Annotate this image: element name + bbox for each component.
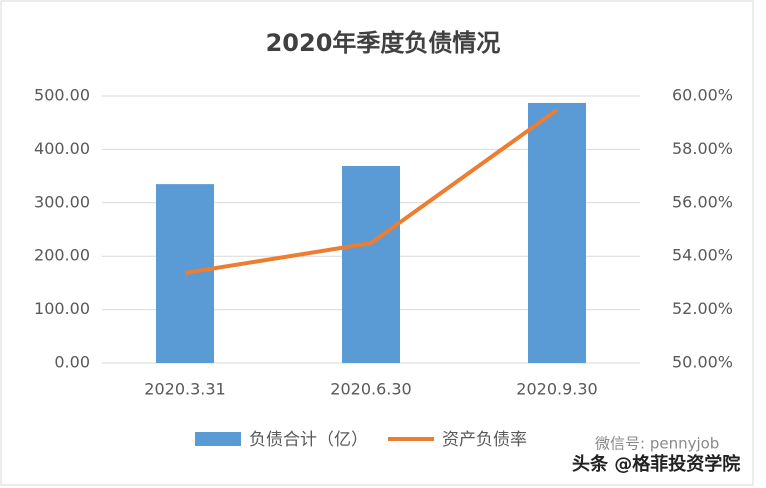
bar bbox=[528, 102, 586, 363]
y2-tick-label: 50.00% bbox=[672, 353, 733, 372]
x-tick-label: 2020.6.30 bbox=[330, 380, 411, 399]
y2-tick-label: 52.00% bbox=[672, 299, 733, 318]
y2-tick-label: 60.00% bbox=[672, 86, 733, 105]
y-tick-label: 100.00 bbox=[34, 299, 90, 318]
y-tick-label: 500.00 bbox=[34, 86, 90, 105]
legend-label: 资产负债率 bbox=[442, 430, 527, 450]
legend-swatch bbox=[195, 432, 241, 446]
y2-tick-label: 56.00% bbox=[672, 192, 733, 211]
bar bbox=[342, 165, 400, 363]
y2-tick-label: 54.00% bbox=[672, 246, 733, 265]
watermark: 头条 @格菲投资学院 bbox=[572, 453, 740, 475]
y-tick-label: 200.00 bbox=[34, 246, 90, 265]
y2-tick-label: 58.00% bbox=[672, 139, 733, 158]
chart-title: 2020年季度负债情况 bbox=[266, 29, 501, 57]
y-tick-label: 300.00 bbox=[34, 192, 90, 211]
watermark: 微信号: pennyjob bbox=[595, 435, 719, 453]
bar bbox=[156, 184, 214, 363]
x-tick-label: 2020.3.31 bbox=[144, 380, 225, 399]
legend-label: 负债合计（亿） bbox=[249, 430, 368, 450]
y-tick-label: 0.00 bbox=[54, 353, 90, 372]
y-tick-label: 400.00 bbox=[34, 139, 90, 158]
line bbox=[184, 108, 559, 275]
x-tick-label: 2020.9.30 bbox=[516, 380, 597, 399]
